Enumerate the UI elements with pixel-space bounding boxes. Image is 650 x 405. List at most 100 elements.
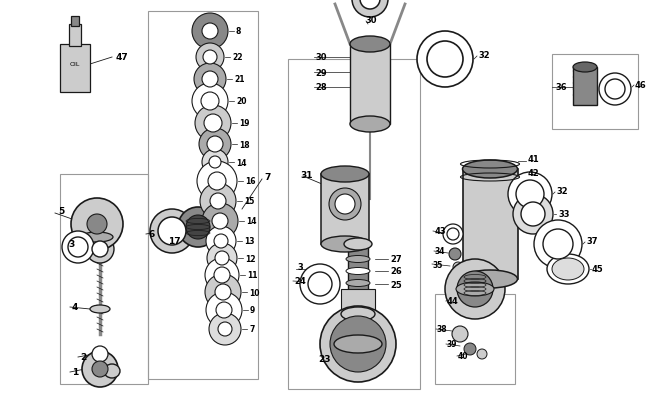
Circle shape bbox=[352, 0, 388, 18]
Text: 19: 19 bbox=[239, 119, 250, 128]
Circle shape bbox=[201, 93, 219, 111]
Bar bbox=[321, 175, 369, 244]
Circle shape bbox=[86, 235, 114, 263]
Circle shape bbox=[206, 292, 242, 328]
Circle shape bbox=[208, 173, 226, 190]
Circle shape bbox=[197, 162, 237, 202]
Circle shape bbox=[605, 80, 625, 100]
Text: 9: 9 bbox=[250, 306, 255, 315]
Bar bbox=[341, 289, 375, 317]
Circle shape bbox=[92, 346, 108, 362]
Circle shape bbox=[71, 198, 123, 250]
Circle shape bbox=[200, 183, 236, 220]
Circle shape bbox=[203, 51, 217, 65]
Text: 30: 30 bbox=[315, 53, 326, 62]
Text: 32: 32 bbox=[556, 187, 567, 196]
Text: 7: 7 bbox=[249, 325, 254, 334]
Circle shape bbox=[196, 44, 224, 72]
Ellipse shape bbox=[104, 364, 120, 378]
Text: 36: 36 bbox=[555, 83, 567, 92]
Ellipse shape bbox=[344, 239, 372, 250]
Text: 39: 39 bbox=[447, 340, 458, 349]
Ellipse shape bbox=[321, 237, 369, 252]
Circle shape bbox=[192, 14, 228, 50]
Circle shape bbox=[417, 32, 473, 88]
Text: 1: 1 bbox=[72, 368, 78, 377]
Circle shape bbox=[207, 243, 237, 273]
Circle shape bbox=[209, 157, 221, 168]
Circle shape bbox=[204, 115, 222, 133]
Circle shape bbox=[82, 351, 118, 387]
Text: 45: 45 bbox=[592, 265, 604, 274]
Circle shape bbox=[205, 258, 239, 292]
Circle shape bbox=[329, 189, 361, 220]
Circle shape bbox=[534, 220, 582, 269]
Circle shape bbox=[210, 194, 226, 209]
Bar bbox=[71, 17, 79, 27]
Text: OIL: OIL bbox=[70, 62, 80, 67]
Circle shape bbox=[212, 213, 228, 230]
Text: 46: 46 bbox=[635, 80, 647, 89]
Text: 14: 14 bbox=[246, 217, 257, 226]
Ellipse shape bbox=[346, 280, 370, 287]
Circle shape bbox=[192, 84, 228, 120]
Bar bbox=[350, 45, 390, 125]
Circle shape bbox=[178, 207, 218, 247]
Circle shape bbox=[452, 326, 468, 342]
Circle shape bbox=[360, 0, 380, 10]
Circle shape bbox=[199, 129, 231, 161]
Circle shape bbox=[194, 64, 226, 96]
Circle shape bbox=[202, 149, 228, 175]
Circle shape bbox=[453, 262, 463, 272]
Text: 22: 22 bbox=[232, 53, 242, 62]
Circle shape bbox=[447, 228, 459, 241]
Ellipse shape bbox=[456, 282, 494, 296]
Circle shape bbox=[449, 248, 461, 260]
Circle shape bbox=[443, 224, 463, 244]
Text: 27: 27 bbox=[390, 255, 402, 264]
Ellipse shape bbox=[346, 256, 370, 263]
Ellipse shape bbox=[334, 335, 382, 353]
Bar bbox=[348, 244, 368, 314]
Ellipse shape bbox=[350, 37, 390, 53]
Text: 13: 13 bbox=[244, 237, 255, 246]
Ellipse shape bbox=[321, 166, 369, 183]
Text: 3: 3 bbox=[68, 240, 74, 249]
Ellipse shape bbox=[81, 232, 113, 243]
Text: 20: 20 bbox=[236, 97, 246, 106]
Text: 15: 15 bbox=[244, 197, 254, 206]
Circle shape bbox=[516, 181, 544, 209]
Text: 23: 23 bbox=[318, 355, 330, 364]
Text: 8: 8 bbox=[236, 28, 241, 36]
Text: 24: 24 bbox=[294, 277, 306, 286]
Circle shape bbox=[150, 209, 194, 254]
Text: 28: 28 bbox=[315, 83, 326, 92]
Circle shape bbox=[445, 259, 505, 319]
Circle shape bbox=[215, 252, 229, 265]
Circle shape bbox=[335, 194, 355, 215]
Ellipse shape bbox=[341, 307, 375, 321]
Ellipse shape bbox=[552, 258, 584, 280]
Circle shape bbox=[206, 226, 236, 256]
Circle shape bbox=[308, 272, 332, 296]
Circle shape bbox=[62, 231, 94, 263]
Bar bbox=[60, 45, 90, 93]
Text: 4: 4 bbox=[72, 303, 79, 312]
Text: 7: 7 bbox=[264, 173, 270, 182]
Text: 5: 5 bbox=[58, 207, 64, 216]
Circle shape bbox=[214, 234, 228, 248]
Circle shape bbox=[202, 203, 238, 239]
Circle shape bbox=[477, 349, 487, 359]
Ellipse shape bbox=[350, 117, 390, 133]
Circle shape bbox=[215, 284, 231, 300]
Circle shape bbox=[92, 361, 108, 377]
Text: 41: 41 bbox=[528, 155, 540, 164]
Text: 11: 11 bbox=[247, 271, 257, 280]
Circle shape bbox=[202, 72, 218, 88]
Text: 10: 10 bbox=[249, 288, 259, 297]
Text: 29: 29 bbox=[315, 68, 326, 77]
Text: 33: 33 bbox=[558, 210, 569, 219]
Text: 14: 14 bbox=[236, 158, 246, 167]
Text: 44: 44 bbox=[447, 297, 459, 306]
Text: 17: 17 bbox=[168, 237, 181, 246]
